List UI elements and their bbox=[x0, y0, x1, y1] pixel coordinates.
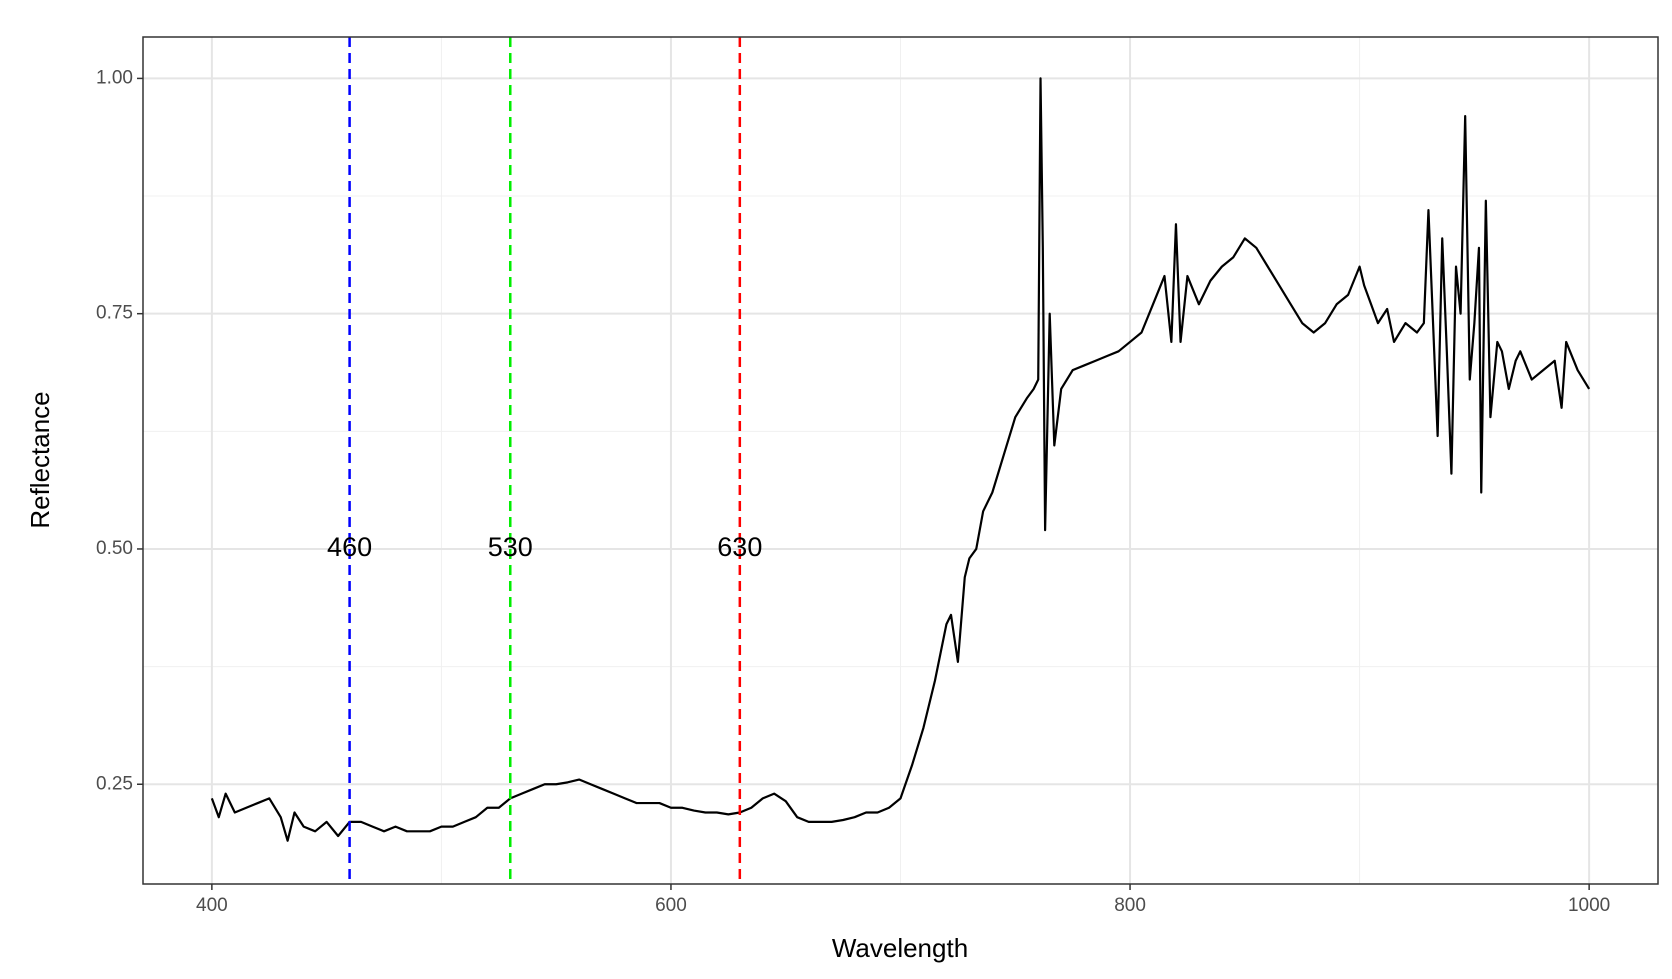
y-tick-label: 0.50 bbox=[96, 538, 133, 559]
x-tick-label: 600 bbox=[655, 895, 687, 916]
x-tick-label: 400 bbox=[196, 895, 228, 916]
x-tick-label: 1000 bbox=[1568, 895, 1610, 916]
plot-border bbox=[142, 36, 1659, 885]
reference-label: 630 bbox=[717, 532, 762, 562]
reference-label: 460 bbox=[327, 532, 372, 562]
spectrum-line bbox=[210, 77, 1591, 842]
x-axis-title: Wavelength bbox=[832, 933, 968, 963]
y-tick-label: 0.75 bbox=[96, 303, 133, 324]
y-axis-title: Reflectance bbox=[25, 391, 55, 528]
x-tick-label: 800 bbox=[1114, 895, 1146, 916]
reference-label: 530 bbox=[488, 532, 533, 562]
y-tick-label: 1.00 bbox=[96, 67, 133, 88]
y-tick-label: 0.25 bbox=[96, 773, 133, 794]
